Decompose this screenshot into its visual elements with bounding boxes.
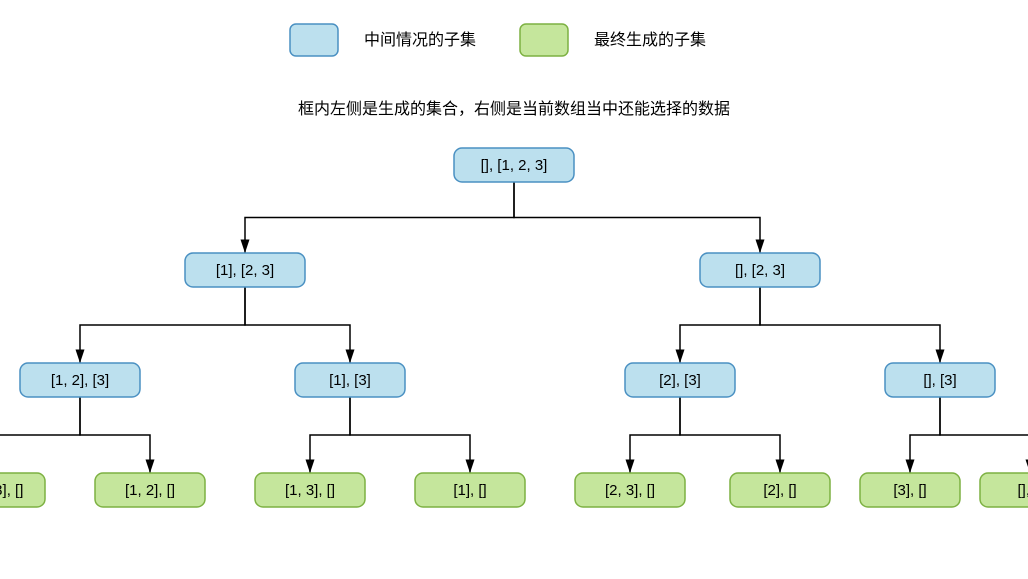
legend-swatch [520, 24, 568, 56]
tree-node: [1, 2, 3], [] [0, 473, 45, 507]
tree-node-label: [1, 2, 3], [] [0, 482, 23, 499]
tree-diagram: [], [1, 2, 3] [1], [2, 3] [], [2, 3] [1, 2]… [0, 0, 1028, 579]
tree-node: [1], [3] [295, 363, 405, 397]
edge [80, 397, 150, 473]
edge [940, 397, 1028, 473]
tree-node: [3], [] [860, 473, 960, 507]
edge [514, 182, 760, 253]
tree-node-label: [1, 2], [] [125, 482, 175, 499]
legend: 中间情况的子集 最终生成的子集 [290, 24, 706, 56]
tree-node-label: [2, 3], [] [605, 482, 655, 499]
edge [310, 397, 350, 473]
tree-node-label: [1], [2, 3] [216, 262, 274, 279]
tree-node-label: [], [2, 3] [735, 262, 785, 279]
edge [350, 397, 470, 473]
legend-label: 中间情况的子集 [364, 31, 476, 49]
tree-node: [], [2, 3] [700, 253, 820, 287]
edge [680, 397, 780, 473]
tree-node-label: [], [] [1017, 482, 1028, 499]
tree-node: [1, 3], [] [255, 473, 365, 507]
tree-node-label: [2], [3] [659, 372, 701, 389]
tree-node-label: [1], [3] [329, 372, 371, 389]
edge [910, 397, 940, 473]
edge [680, 287, 760, 363]
tree-node-label: [], [3] [923, 372, 956, 389]
tree-node: [1], [] [415, 473, 525, 507]
edges-layer [0, 182, 1028, 473]
tree-node: [], [] [980, 473, 1028, 507]
tree-node-label: [2], [] [763, 482, 796, 499]
edge [245, 287, 350, 363]
legend-swatch [290, 24, 338, 56]
tree-node: [2, 3], [] [575, 473, 685, 507]
edge [80, 287, 245, 363]
edge [0, 397, 80, 473]
tree-node-label: [1], [] [453, 482, 486, 499]
edge [760, 287, 940, 363]
legend-label: 最终生成的子集 [594, 31, 706, 49]
tree-node: [2], [] [730, 473, 830, 507]
tree-node-label: [3], [] [893, 482, 926, 499]
tree-node: [], [3] [885, 363, 995, 397]
tree-node: [], [1, 2, 3] [454, 148, 574, 182]
tree-node-label: [], [1, 2, 3] [481, 157, 548, 174]
tree-node: [2], [3] [625, 363, 735, 397]
tree-node: [1, 2], [] [95, 473, 205, 507]
tree-node-label: [1, 3], [] [285, 482, 335, 499]
edge [630, 397, 680, 473]
caption: 框内左侧是生成的集合，右侧是当前数组当中还能选择的数据 [298, 100, 730, 118]
tree-node: [1, 2], [3] [20, 363, 140, 397]
edge [245, 182, 514, 253]
tree-node: [1], [2, 3] [185, 253, 305, 287]
tree-node-label: [1, 2], [3] [51, 372, 109, 389]
